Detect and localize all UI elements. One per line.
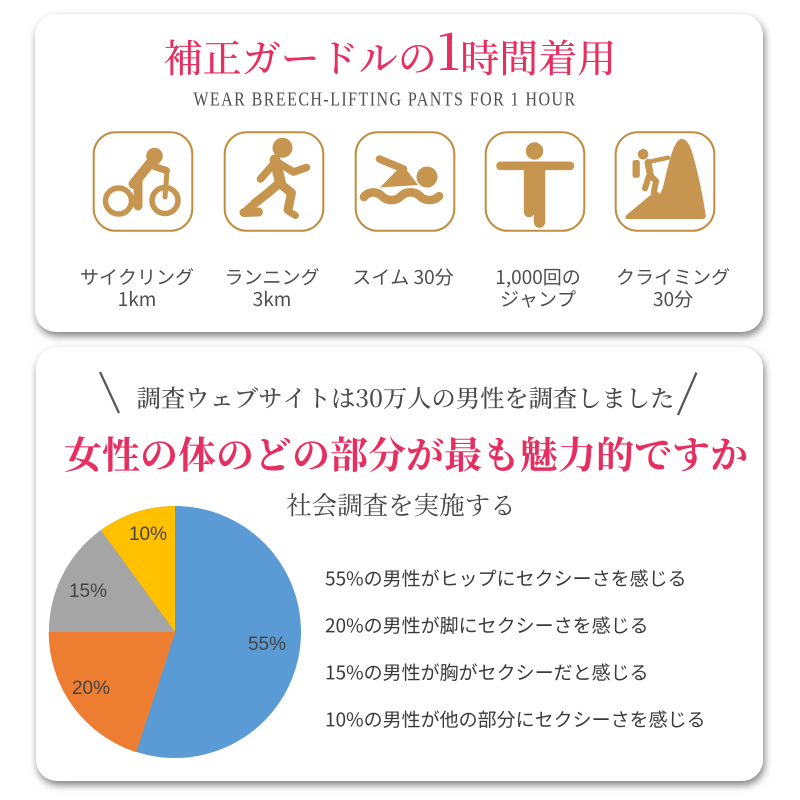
svg-text:10%: 10%: [129, 524, 167, 545]
svg-text:55%: 55%: [248, 634, 286, 655]
svg-text:20%: 20%: [72, 678, 110, 699]
svg-text:WEAR BREECH-LIFTING PANTS FOR: WEAR BREECH-LIFTING PANTS FOR 1 HOUR: [193, 88, 576, 110]
svg-text:15%: 15%: [69, 581, 107, 602]
